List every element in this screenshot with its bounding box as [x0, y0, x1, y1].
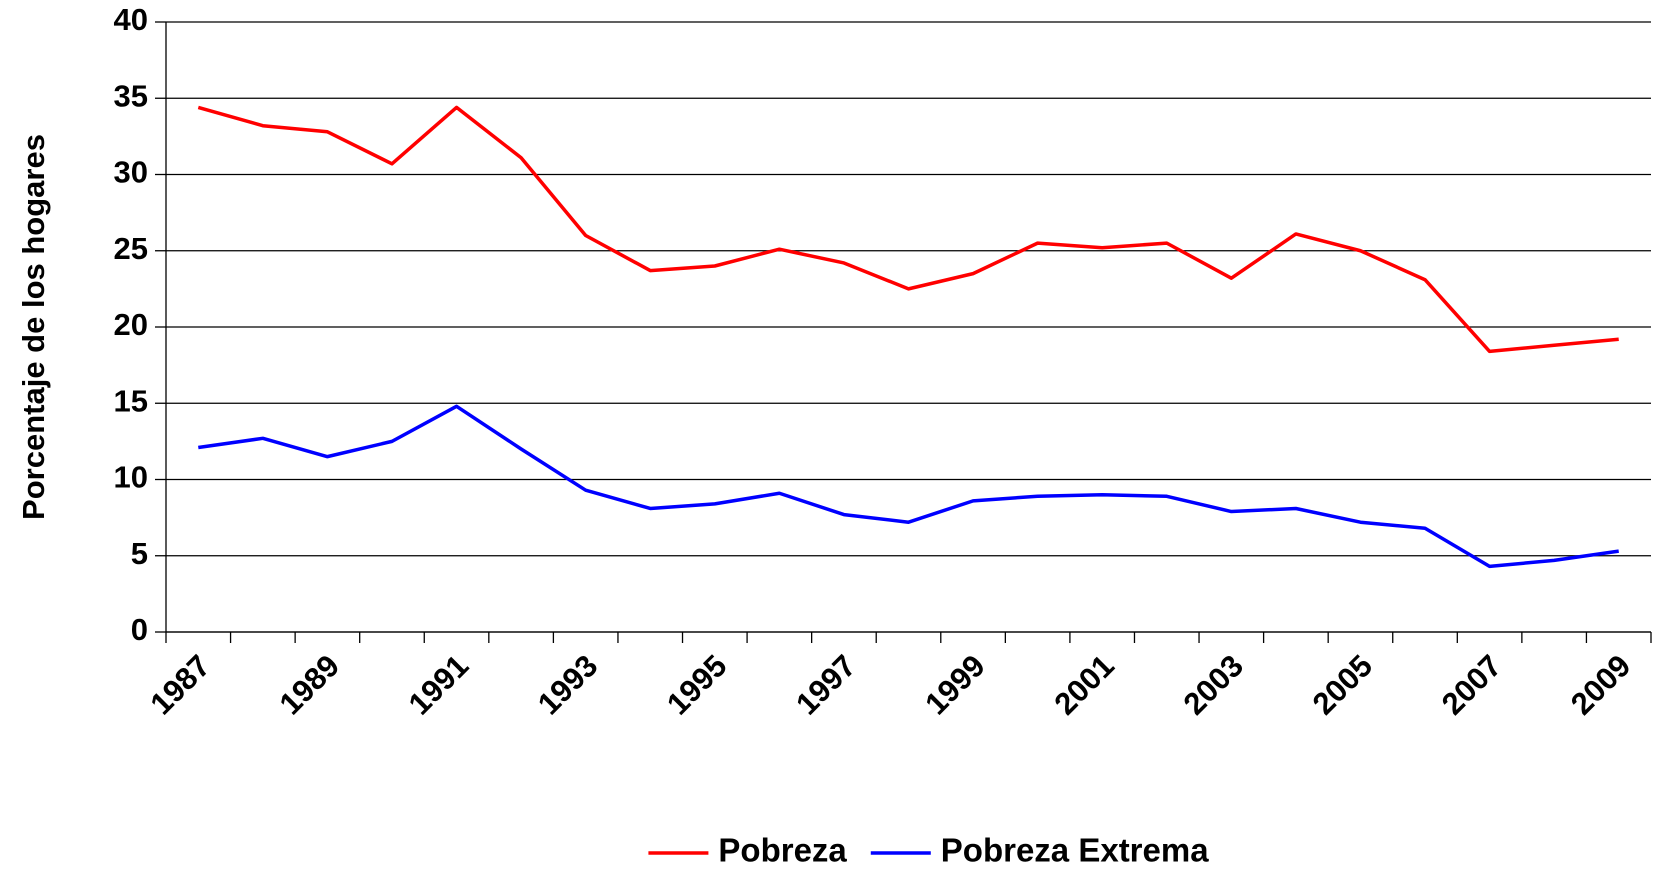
y-tick-label: 30: [114, 155, 148, 190]
x-tick-label: 2005: [1306, 648, 1380, 722]
y-tick-label: 5: [131, 536, 148, 571]
x-tick-label: 2001: [1047, 648, 1121, 722]
legend-label: Pobreza: [718, 832, 847, 869]
legend: Pobreza Pobreza Extrema: [648, 832, 1209, 869]
x-tick-label: 2007: [1435, 648, 1509, 722]
y-axis-title: Porcentaje de los hogares: [16, 134, 51, 520]
x-tick-label: 1987: [144, 648, 218, 722]
series-line: [197, 105, 1619, 354]
y-tick-label: 40: [114, 2, 148, 37]
x-tick-label: 1995: [660, 648, 734, 722]
y-tick-label: 0: [131, 612, 148, 647]
y-tick-label: 35: [114, 78, 148, 113]
y-tick-label: 15: [114, 383, 148, 418]
x-tick-label: 1993: [531, 648, 605, 722]
series-line: [198, 404, 1619, 569]
x-tick-label: 1997: [789, 648, 863, 722]
y-tick-label: 20: [114, 307, 148, 342]
legend-label: Pobreza Extrema: [941, 832, 1209, 869]
x-tick-label: 1989: [273, 648, 347, 722]
y-tick-label: 25: [114, 231, 148, 266]
x-tick-label: 2009: [1564, 648, 1638, 722]
y-tick-label: 10: [114, 460, 148, 495]
x-tick-label: 1999: [918, 648, 992, 722]
x-tick-label: 2003: [1177, 648, 1251, 722]
x-tick-label: 1991: [402, 648, 476, 722]
